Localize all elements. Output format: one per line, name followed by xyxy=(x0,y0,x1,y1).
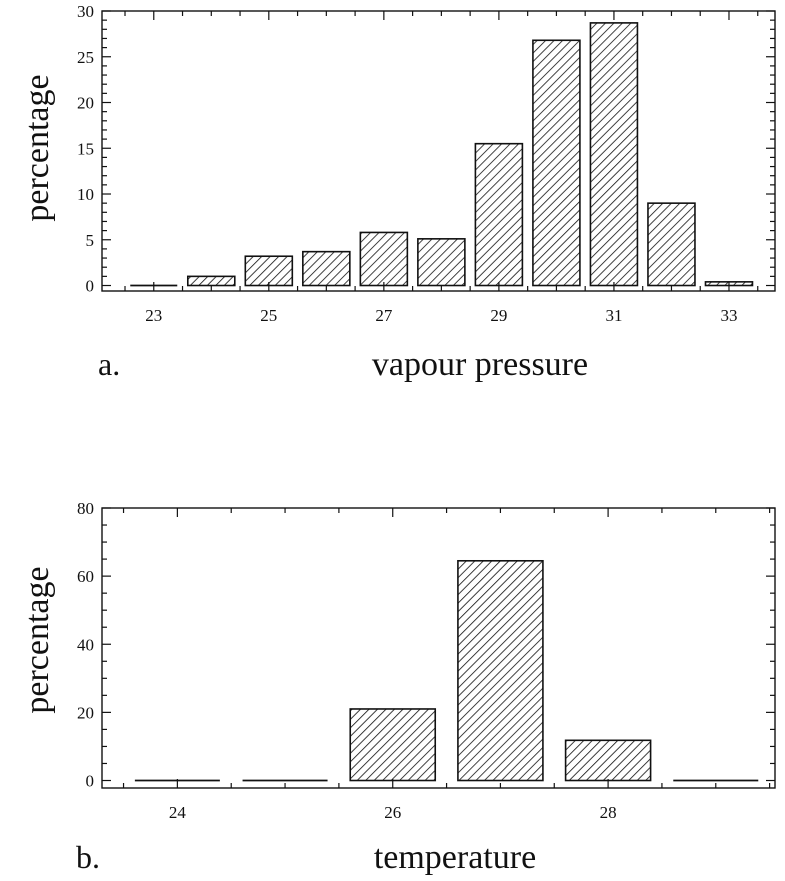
y-ticks-b: 0 20 40 60 80 xyxy=(77,499,775,791)
plot-frame-a xyxy=(101,10,776,292)
y-tick-label: 30 xyxy=(77,2,94,21)
x-tick-label: 29 xyxy=(490,306,507,325)
y-tick-label: 5 xyxy=(86,231,95,250)
y-axis-title-a: percentage xyxy=(19,74,56,221)
x-tick-label: 25 xyxy=(260,306,277,325)
panel-a: 0 5 10 15 20 25 30 23 25 27 29 31 33 percentage vap… xyxy=(19,2,776,383)
bar xyxy=(302,250,351,287)
y-tick-label: 25 xyxy=(77,48,94,67)
bar xyxy=(564,739,652,782)
bar xyxy=(474,142,524,287)
x-tick-label: 31 xyxy=(605,306,622,325)
bar xyxy=(647,202,696,287)
x-ticks-a: 23 25 27 29 31 33 xyxy=(124,11,759,325)
y-tick-label: 20 xyxy=(77,94,94,113)
y-tick-label: 80 xyxy=(77,499,94,518)
bar xyxy=(349,708,437,782)
y-tick-label: 20 xyxy=(77,703,94,722)
bar xyxy=(457,559,544,782)
bar xyxy=(532,39,581,287)
x-tick-label: 27 xyxy=(375,306,393,325)
x-tick-label: 33 xyxy=(720,306,737,325)
y-ticks-a: 0 5 10 15 20 25 30 xyxy=(77,2,775,296)
y-tick-label: 40 xyxy=(77,635,94,654)
panel-letter-b: b. xyxy=(76,839,100,875)
x-tick-label: 26 xyxy=(384,803,401,822)
x-tick-label: 23 xyxy=(145,306,162,325)
panel-letter-a: a. xyxy=(98,346,120,382)
bar xyxy=(244,255,294,287)
y-tick-label: 10 xyxy=(77,185,94,204)
x-tick-label: 28 xyxy=(600,803,617,822)
bars-a xyxy=(130,22,754,287)
x-axis-title-a: vapour pressure xyxy=(372,346,588,383)
x-axis-title-b: temperature xyxy=(374,839,536,876)
y-tick-label: 15 xyxy=(77,139,94,158)
bar xyxy=(359,231,409,287)
y-tick-label: 60 xyxy=(77,567,94,586)
x-ticks-b: 24 26 28 xyxy=(122,508,771,822)
bar xyxy=(589,22,639,287)
y-axis-title-b: percentage xyxy=(19,566,56,713)
bar xyxy=(186,275,236,287)
x-tick-label: 24 xyxy=(169,803,187,822)
y-tick-label: 0 xyxy=(86,772,95,791)
y-tick-label: 0 xyxy=(86,277,95,296)
bar xyxy=(417,238,466,287)
bars-b xyxy=(134,559,759,782)
plot-frame-b xyxy=(101,507,776,789)
